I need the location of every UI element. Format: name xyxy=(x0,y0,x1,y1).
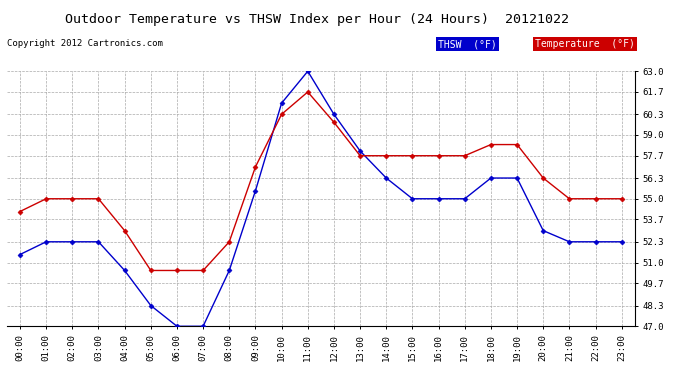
Text: Copyright 2012 Cartronics.com: Copyright 2012 Cartronics.com xyxy=(7,39,163,48)
Text: Temperature  (°F): Temperature (°F) xyxy=(535,39,635,50)
Text: THSW  (°F): THSW (°F) xyxy=(438,39,497,50)
Text: Outdoor Temperature vs THSW Index per Hour (24 Hours)  20121022: Outdoor Temperature vs THSW Index per Ho… xyxy=(66,13,569,26)
